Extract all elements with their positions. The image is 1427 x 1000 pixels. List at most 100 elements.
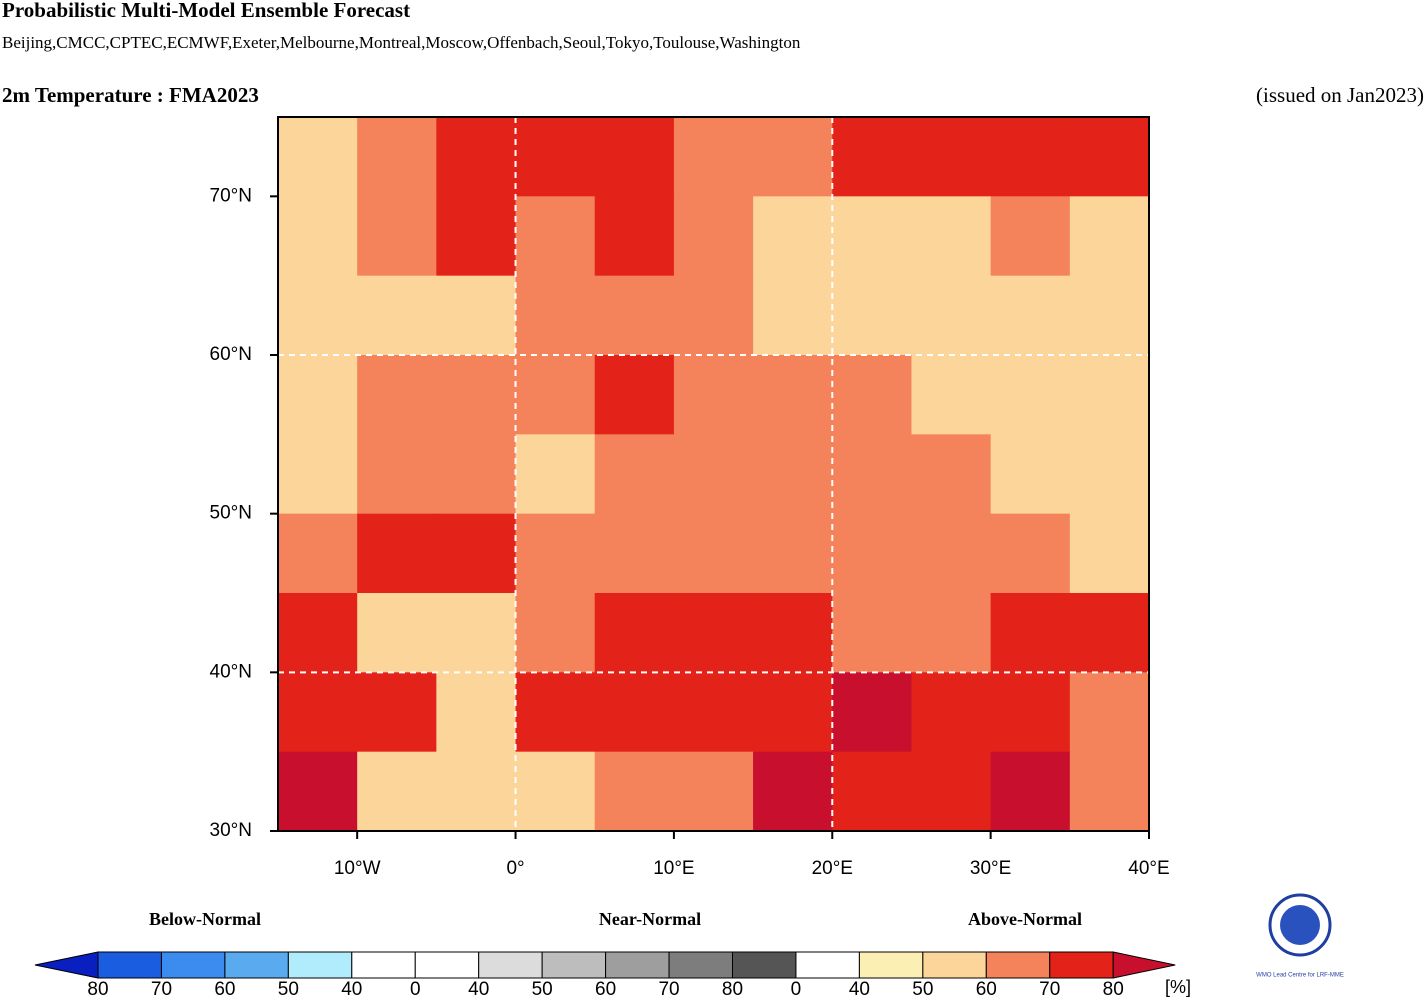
map-cell (753, 751, 833, 832)
map-cell (515, 275, 596, 356)
legend-label: 80 (1103, 979, 1124, 1000)
map-cell (911, 275, 992, 356)
map-cell (1069, 593, 1150, 673)
map-cell (278, 751, 358, 832)
map-cell (515, 355, 596, 435)
map-cell (515, 672, 596, 753)
map-cell (515, 513, 596, 594)
legend-unit: [%] (1165, 977, 1191, 997)
map-cell (594, 196, 675, 277)
map-cell (1069, 434, 1150, 515)
map-cell (990, 672, 1071, 753)
legend-swatch (1112, 951, 1176, 979)
legend-group: Below-Normal (149, 909, 261, 929)
map-cell (1069, 672, 1150, 753)
legend-swatch (97, 951, 162, 979)
legend-swatch (985, 951, 1051, 979)
lat-tick-label: 30°N (210, 820, 252, 841)
lon-tick-label: 10°W (334, 858, 381, 879)
map-cell (990, 275, 1071, 356)
map-cell (911, 672, 992, 753)
map-cell (753, 672, 833, 753)
map-cell (436, 751, 517, 832)
variable: 2m Temperature : FMA2023 (2, 83, 259, 107)
map-cell (357, 117, 437, 197)
map-cell (990, 593, 1071, 673)
map-cell (1069, 275, 1150, 356)
map-cell (1069, 117, 1150, 197)
map-cell (753, 117, 833, 197)
lat-tick-label: 70°N (210, 185, 252, 206)
map-cell (673, 196, 754, 277)
lat-tick-label: 60°N (210, 344, 252, 365)
map-cell (357, 434, 437, 515)
map: 10°W 0° 10°E 20°E 30°E 40°E 30°N 40°N 50°N 60°N 70… (210, 116, 1170, 879)
legend-swatch (732, 951, 797, 979)
map-cell (594, 513, 675, 594)
map-cell (911, 434, 992, 515)
map-cell (832, 672, 912, 753)
map-cell (990, 434, 1071, 515)
map-cell (990, 751, 1071, 832)
legend-swatch (478, 951, 543, 979)
map-cell (357, 355, 437, 435)
map-cell (753, 513, 833, 594)
map-frame (277, 116, 1150, 832)
map-cell (990, 196, 1071, 277)
map-cell (832, 275, 912, 356)
map-cell (278, 672, 358, 753)
map-cell (278, 593, 358, 673)
legend-swatch (34, 951, 99, 979)
map-cell (357, 751, 437, 832)
legend-swatch (605, 951, 670, 979)
map-cell (515, 117, 596, 197)
lon-tick-label: 40°E (1128, 858, 1169, 879)
legend-label: 80 (722, 979, 743, 1000)
legend-swatch (224, 951, 289, 979)
map-cell (436, 672, 517, 753)
map-cell (436, 196, 517, 277)
legend-swatch (1049, 951, 1114, 979)
map-cell (594, 593, 675, 673)
legend-label: 50 (532, 979, 553, 1000)
lat-tick-label: 50°N (210, 503, 252, 524)
map-cell (673, 355, 754, 435)
map-cell (1069, 196, 1150, 277)
map-cell (594, 275, 675, 356)
map-cell (832, 196, 912, 277)
map-cell (594, 751, 675, 832)
subtitle: Beijing,CMCC,CPTEC,ECMWF,Exeter,Melbourn… (2, 33, 801, 52)
map-cell (753, 196, 833, 277)
map-cell (357, 513, 437, 594)
legend-label: 40 (341, 979, 362, 1000)
map-cell (1069, 355, 1150, 435)
legend-swatch (541, 951, 607, 979)
map-cell (436, 275, 517, 356)
map-cell (594, 434, 675, 515)
map-cell (832, 513, 912, 594)
map-cell (515, 751, 596, 832)
map-cell (594, 117, 675, 197)
map-cell (911, 513, 992, 594)
legend-swatch (287, 951, 353, 979)
legend-swatch (351, 951, 416, 979)
map-cell (594, 355, 675, 435)
map-cell (753, 434, 833, 515)
map-cell (753, 355, 833, 435)
map-cell (357, 672, 437, 753)
legend-swatch (922, 951, 987, 979)
map-cell (357, 275, 437, 356)
issued: (issued on Jan2023) (1256, 83, 1424, 107)
map-cell (911, 355, 992, 435)
legend-label: 40 (468, 979, 489, 1000)
lon-tick-label: 30°E (970, 858, 1011, 879)
map-cell (278, 355, 358, 435)
legend-label: 60 (976, 979, 997, 1000)
logo: WMO Lead Centre for LRF-MME (1256, 893, 1344, 979)
legend-label: 40 (849, 979, 870, 1000)
lon-tick-label: 0° (506, 858, 524, 879)
map-cell (673, 275, 754, 356)
map-cell (832, 593, 912, 673)
legend-label: 0 (410, 979, 421, 1000)
lon-tick-label: 10°E (653, 858, 694, 879)
